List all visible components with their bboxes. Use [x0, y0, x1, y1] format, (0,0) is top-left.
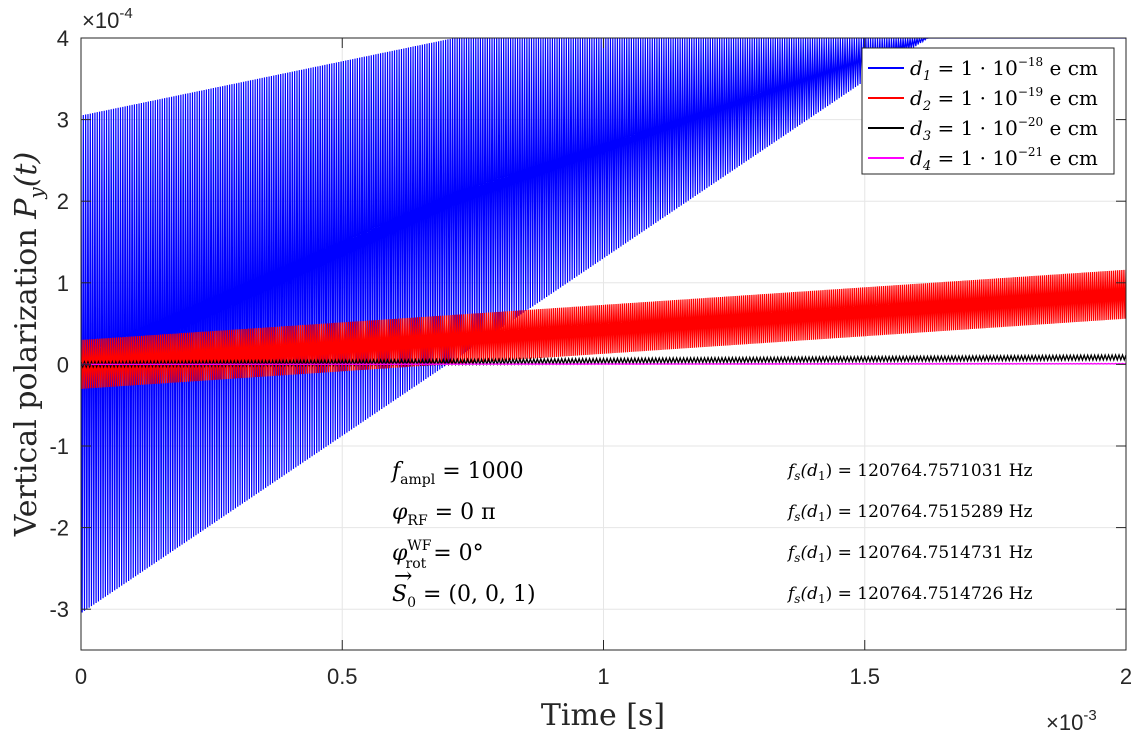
y-tick-label: 4: [57, 26, 69, 51]
ticks: 0 0.5 1 1.5 2 -3 -2 -1 0 1 2 3 4: [49, 26, 1132, 689]
annotation-right: fs(d1) = 120764.7515289 Hz: [786, 502, 1033, 524]
y-axis-title: Vertical polarization Py(t): [9, 152, 48, 537]
annotation-right: fs(d1) = 120764.7514731 Hz: [786, 543, 1033, 565]
annotation-left: φWF rot = 0°: [392, 538, 484, 572]
legend-label-d2: d2 = 1 · 10−19 e cm: [910, 85, 1098, 114]
y-exponent-label: ×10-4: [82, 5, 133, 33]
y-tick-label: -2: [49, 516, 69, 541]
x-axis-title: Time [s]: [541, 698, 665, 733]
x-tick-label: 0: [75, 664, 87, 689]
legend-label-d4: d4 = 1 · 10−21 e cm: [910, 145, 1098, 174]
x-tick-label: 2: [1120, 664, 1132, 689]
y-tick-label: -3: [49, 597, 69, 622]
series-line-d3: [81, 353, 1126, 369]
annotation-left: S0 = (0, 0, 1): [392, 582, 536, 611]
x-tick-label: 1.5: [849, 664, 880, 689]
series-layer: [81, 38, 1126, 613]
annotation-right: fs(d1) = 120764.7514726 Hz: [786, 584, 1033, 606]
annotations: fampl = 1000 φRF = 0 π φWF rot = 0° S0 = (0,…: [390, 459, 1033, 611]
x-exponent-label: ×10-3: [1046, 707, 1097, 735]
y-tick-label: 3: [57, 108, 69, 133]
x-tick-label: 1: [597, 664, 609, 689]
x-tick-label: 0.5: [327, 664, 358, 689]
legend-label-d3: d3 = 1 · 10−20 e cm: [910, 115, 1098, 144]
annotation-left: φRF = 0 π: [392, 500, 496, 529]
series-line-d1: [81, 38, 1126, 613]
legend-label-d1: d1 = 1 · 10−18 e cm: [910, 55, 1098, 84]
annotation-right: fs(d1) = 120764.7571031 Hz: [786, 461, 1033, 483]
y-tick-label: 2: [57, 189, 69, 214]
y-tick-label: -1: [49, 434, 69, 459]
y-tick-label: 1: [57, 271, 69, 296]
y-tick-label: 0: [57, 352, 69, 377]
series-line-d4: [81, 362, 1126, 366]
annotation-left: fampl = 1000: [390, 459, 524, 488]
vector-arrow-icon: →: [394, 564, 412, 589]
